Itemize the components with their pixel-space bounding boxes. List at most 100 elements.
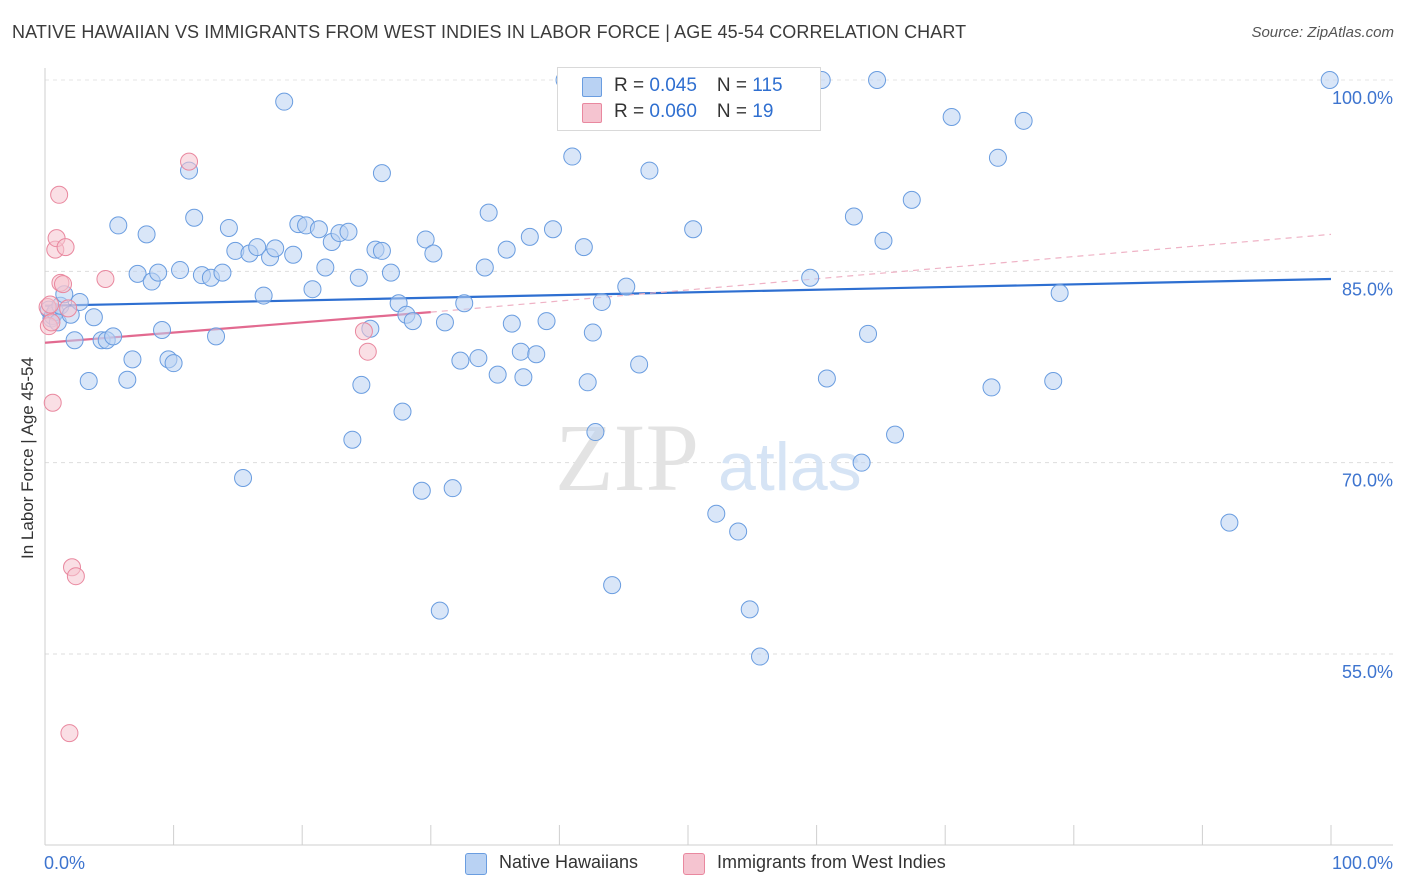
legend-r-label: R =: [614, 101, 650, 122]
point-native-hawaiians: [266, 239, 285, 258]
point-native-hawaiians: [1050, 284, 1069, 303]
point-native-hawaiians: [617, 277, 636, 296]
point-native-hawaiians: [640, 161, 659, 180]
watermark-atlas: atlas: [718, 429, 862, 505]
point-native-hawaiians: [219, 218, 238, 237]
point-native-hawaiians: [874, 231, 893, 250]
point-native-hawaiians: [684, 220, 703, 239]
point-native-hawaiians: [248, 238, 267, 257]
point-native-hawaiians: [275, 92, 294, 111]
point-native-hawaiians: [109, 216, 128, 235]
point-native-hawaiians: [630, 355, 649, 374]
legend-n-label: N =: [716, 75, 753, 96]
point-native-hawaiians: [123, 350, 142, 369]
legend-r-value: 0.045: [649, 75, 697, 96]
point-native-hawaiians: [511, 342, 530, 361]
point-native-hawaiians: [988, 148, 1007, 167]
point-native-hawaiians: [902, 190, 921, 209]
point-native-hawaiians: [982, 378, 1001, 397]
point-native-hawaiians: [104, 327, 123, 346]
point-native-hawaiians: [393, 402, 412, 421]
legend-r-value: 0.060: [649, 101, 697, 122]
y-tick-label: 100.0%: [1332, 88, 1393, 108]
point-native-hawaiians: [514, 368, 533, 387]
point-native-hawaiians: [416, 230, 435, 249]
point-native-hawaiians: [479, 203, 498, 222]
point-native-hawaiians: [520, 227, 539, 246]
point-native-hawaiians: [578, 373, 597, 392]
point-west-indies: [43, 393, 62, 412]
point-native-hawaiians: [65, 331, 84, 350]
point-native-hawaiians: [859, 324, 878, 343]
point-native-hawaiians: [372, 241, 391, 260]
point-west-indies: [42, 313, 61, 332]
point-native-hawaiians: [603, 576, 622, 595]
point-native-hawaiians: [343, 430, 362, 449]
point-native-hawaiians: [488, 365, 507, 384]
point-native-hawaiians: [430, 601, 449, 620]
point-west-indies: [54, 275, 73, 294]
point-native-hawaiians: [469, 349, 488, 368]
point-native-hawaiians: [171, 261, 190, 280]
legend-swatch-blue: [582, 77, 602, 97]
point-native-hawaiians: [502, 314, 521, 333]
series-legend-label: Immigrants from West Indies: [717, 852, 946, 872]
point-native-hawaiians: [852, 453, 871, 472]
trend-extension-west-indies: [430, 233, 1332, 313]
chart-title: NATIVE HAWAIIAN VS IMMIGRANTS FROM WEST …: [12, 22, 967, 42]
point-native-hawaiians: [868, 71, 887, 89]
point-native-hawaiians: [118, 370, 137, 389]
trend-line-native-hawaiians: [44, 277, 1332, 307]
point-west-indies: [50, 185, 69, 204]
point-native-hawaiians: [79, 372, 98, 391]
point-west-indies: [59, 299, 78, 318]
source-label: Source: ZipAtlas.com: [1251, 24, 1394, 41]
point-native-hawaiians: [435, 313, 454, 332]
point-native-hawaiians: [497, 240, 516, 259]
legend-n-label: N =: [716, 101, 753, 122]
point-native-hawaiians: [707, 504, 726, 523]
point-native-hawaiians: [801, 268, 820, 287]
point-native-hawaiians: [137, 225, 156, 244]
y-tick-label: 70.0%: [1342, 471, 1393, 491]
point-native-hawaiians: [1044, 372, 1063, 391]
point-native-hawaiians: [303, 280, 322, 299]
legend-n-value: 115: [752, 75, 783, 96]
point-native-hawaiians: [352, 375, 371, 394]
series-swatch-blue: [465, 853, 487, 875]
y-tick-label: 55.0%: [1342, 662, 1393, 682]
point-native-hawaiians: [844, 207, 863, 226]
point-native-hawaiians: [403, 312, 422, 331]
point-native-hawaiians: [942, 107, 961, 126]
point-native-hawaiians: [729, 522, 748, 541]
point-native-hawaiians: [1320, 71, 1339, 89]
point-west-indies: [60, 724, 79, 743]
point-native-hawaiians: [424, 244, 443, 263]
point-native-hawaiians: [751, 647, 770, 666]
point-native-hawaiians: [451, 351, 470, 370]
point-native-hawaiians: [234, 468, 253, 487]
point-native-hawaiians: [316, 258, 335, 277]
point-native-hawaiians: [213, 263, 232, 282]
point-west-indies: [56, 238, 75, 257]
y-axis-label: In Labor Force | Age 45-54: [18, 357, 37, 559]
point-native-hawaiians: [574, 238, 593, 257]
point-native-hawaiians: [412, 481, 431, 500]
point-native-hawaiians: [475, 258, 494, 277]
point-native-hawaiians: [185, 208, 204, 227]
y-tick-label: 85.0%: [1342, 279, 1393, 299]
point-native-hawaiians: [1220, 513, 1239, 532]
point-west-indies: [358, 342, 377, 361]
point-west-indies: [66, 567, 85, 586]
point-native-hawaiians: [349, 268, 368, 287]
point-native-hawaiians: [381, 263, 400, 282]
point-west-indies: [41, 295, 60, 314]
point-native-hawaiians: [886, 425, 905, 444]
point-native-hawaiians: [339, 222, 358, 241]
point-native-hawaiians: [740, 600, 759, 619]
point-native-hawaiians: [563, 147, 582, 166]
point-native-hawaiians: [128, 264, 147, 283]
point-native-hawaiians: [207, 327, 226, 346]
point-native-hawaiians: [149, 263, 168, 282]
